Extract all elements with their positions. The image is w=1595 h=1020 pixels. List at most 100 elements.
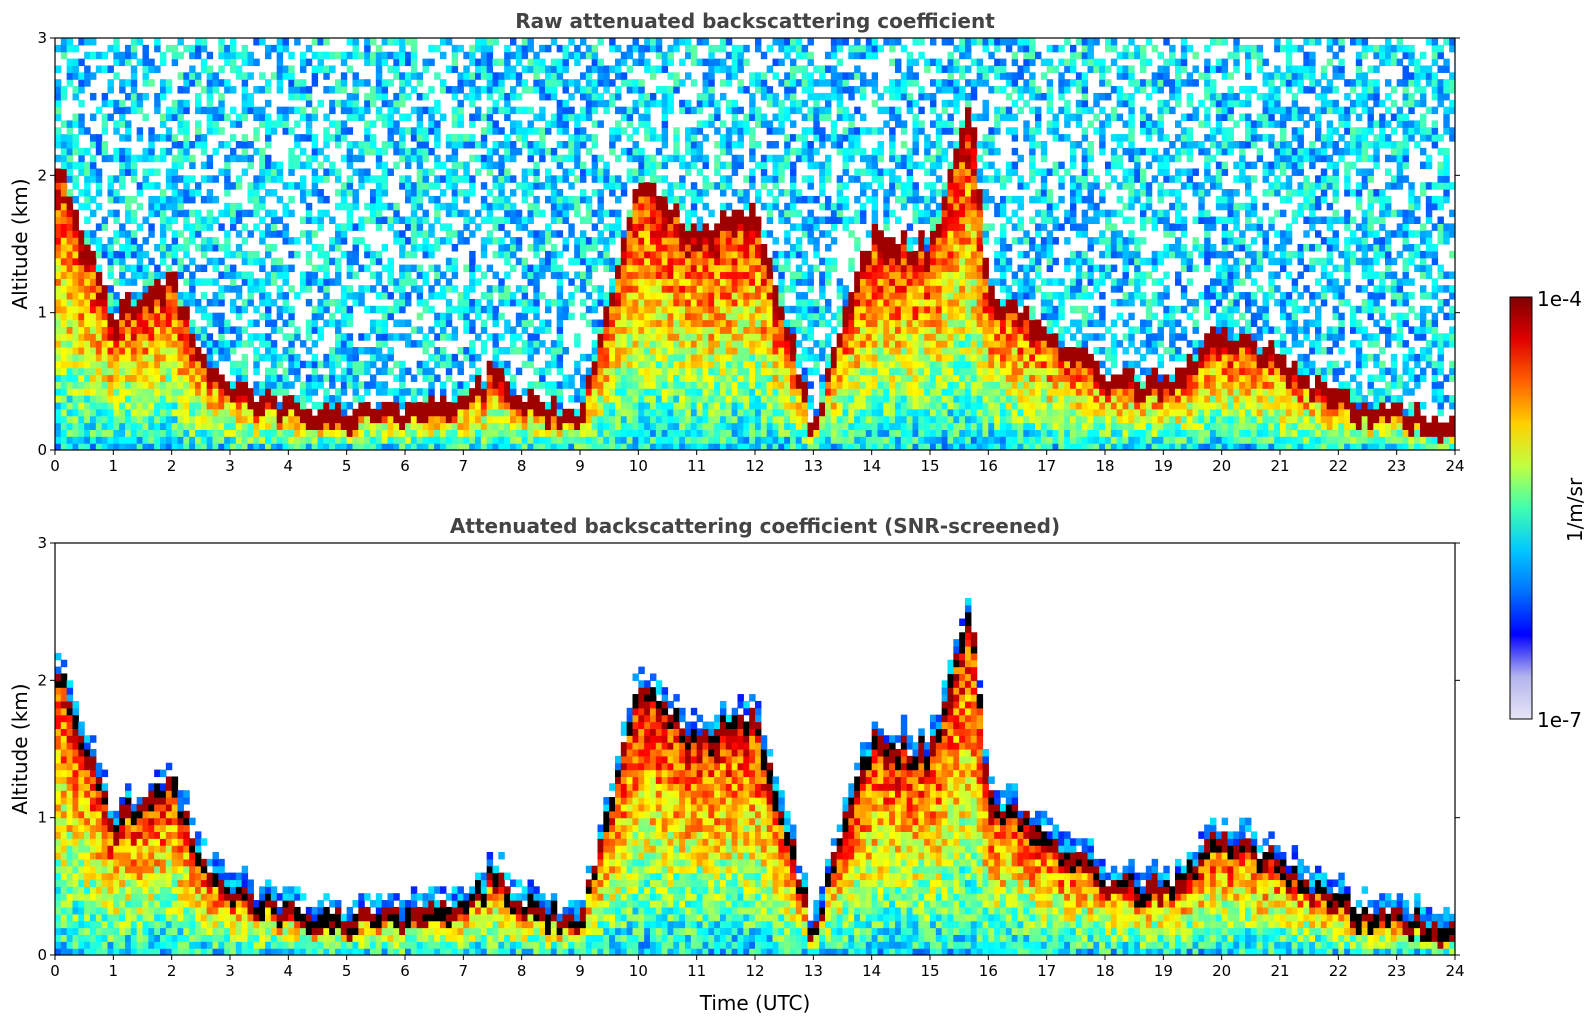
heatmap-cell (177, 38, 184, 46)
heatmap-cell (498, 86, 505, 94)
heatmap-cell (84, 305, 91, 314)
heatmap-cell (66, 127, 74, 135)
heatmap-cell (440, 408, 447, 417)
heatmap-cell (119, 175, 126, 183)
heatmap-cell (358, 347, 365, 355)
heatmap-cell (195, 99, 202, 108)
heatmap-cell (171, 154, 179, 163)
heatmap-cell (661, 161, 669, 170)
heatmap-cell (667, 347, 674, 355)
heatmap-cell (568, 79, 575, 87)
heatmap-cell (580, 408, 587, 417)
heatmap-cell (475, 141, 482, 149)
heatmap-cell (323, 319, 330, 327)
heatmap-cell (714, 223, 721, 231)
heatmap-cell (212, 79, 219, 87)
heatmap-cell (743, 436, 750, 444)
heatmap-cell (107, 374, 114, 382)
heatmap-cell (510, 429, 517, 437)
heatmap-cell (556, 202, 564, 211)
heatmap-cell (416, 367, 424, 376)
heatmap-cell (661, 422, 669, 430)
heatmap-cell (405, 298, 412, 307)
heatmap-cell (113, 347, 120, 355)
heatmap-cell (148, 154, 155, 163)
heatmap-cell (200, 223, 208, 231)
heatmap-cell (60, 154, 68, 163)
heatmap-cell (580, 161, 587, 170)
heatmap-cell (387, 106, 394, 115)
heatmap-cell (702, 271, 709, 279)
heatmap-cell (130, 401, 138, 410)
heatmap-cell (422, 182, 429, 190)
heatmap-cell (230, 415, 237, 424)
heatmap-cell (510, 415, 517, 424)
heatmap-cell (545, 415, 552, 424)
heatmap-cell (609, 305, 616, 314)
heatmap-cell (545, 305, 552, 314)
heatmap-cell (480, 237, 488, 245)
heatmap-cell (486, 189, 494, 197)
heatmap-cell (55, 360, 62, 369)
heatmap-cell (492, 106, 499, 115)
heatmap-cell (626, 333, 634, 341)
heatmap-cell (130, 99, 138, 108)
heatmap-cell (708, 278, 715, 286)
heatmap-cell (405, 58, 412, 67)
heatmap-cell (84, 347, 91, 355)
heatmap-cell (148, 278, 155, 286)
heatmap-cell (521, 79, 529, 87)
heatmap-cell (597, 72, 604, 80)
heatmap-cell (545, 127, 552, 135)
heatmap-cell (498, 161, 505, 170)
heatmap-cell (218, 99, 225, 108)
heatmap-cell (148, 141, 155, 149)
heatmap-cell (154, 340, 161, 348)
heatmap-cell (375, 189, 383, 197)
heatmap-cell (527, 401, 534, 410)
heatmap-cell (95, 65, 103, 73)
heatmap-cell (387, 292, 394, 300)
heatmap-cell (720, 230, 727, 238)
heatmap-cell (195, 92, 202, 101)
heatmap-cell (550, 388, 558, 396)
heatmap-cell (690, 134, 698, 142)
heatmap-cell (690, 319, 698, 327)
heatmap-cell (667, 326, 674, 334)
heatmap-cell (626, 147, 634, 156)
heatmap-cell (632, 79, 639, 87)
heatmap-cell (370, 429, 377, 437)
heatmap-cell (737, 141, 744, 149)
heatmap-cell (410, 237, 418, 245)
heatmap-cell (533, 175, 540, 183)
heatmap-cell (60, 374, 68, 382)
heatmap-cell (498, 429, 505, 437)
heatmap-cell (661, 333, 669, 341)
heatmap-cell (457, 422, 464, 430)
heatmap-cell (498, 175, 505, 183)
heatmap-cell (335, 141, 342, 149)
heatmap-cell (84, 202, 91, 211)
heatmap-cell (72, 381, 79, 389)
heatmap-cell (165, 175, 173, 183)
heatmap-cell (212, 175, 219, 183)
heatmap-cell (375, 353, 383, 362)
heatmap-cell (259, 429, 266, 437)
heatmap-cell (177, 367, 184, 376)
heatmap-cell (591, 395, 599, 403)
heatmap-cell (218, 353, 225, 362)
heatmap-cell (78, 360, 85, 369)
heatmap-column (148, 58, 155, 450)
heatmap-cell (375, 429, 383, 437)
heatmap-cell (206, 347, 214, 355)
heatmap-cell (556, 271, 564, 279)
heatmap-cell (311, 305, 319, 314)
heatmap-cell (375, 271, 383, 279)
heatmap-column (265, 44, 272, 450)
heatmap-cell (655, 326, 663, 334)
heatmap-cell (743, 422, 750, 430)
heatmap-cell (311, 381, 319, 389)
heatmap-cell (504, 134, 511, 142)
heatmap-cell (603, 340, 610, 348)
heatmap-cell (358, 106, 365, 115)
